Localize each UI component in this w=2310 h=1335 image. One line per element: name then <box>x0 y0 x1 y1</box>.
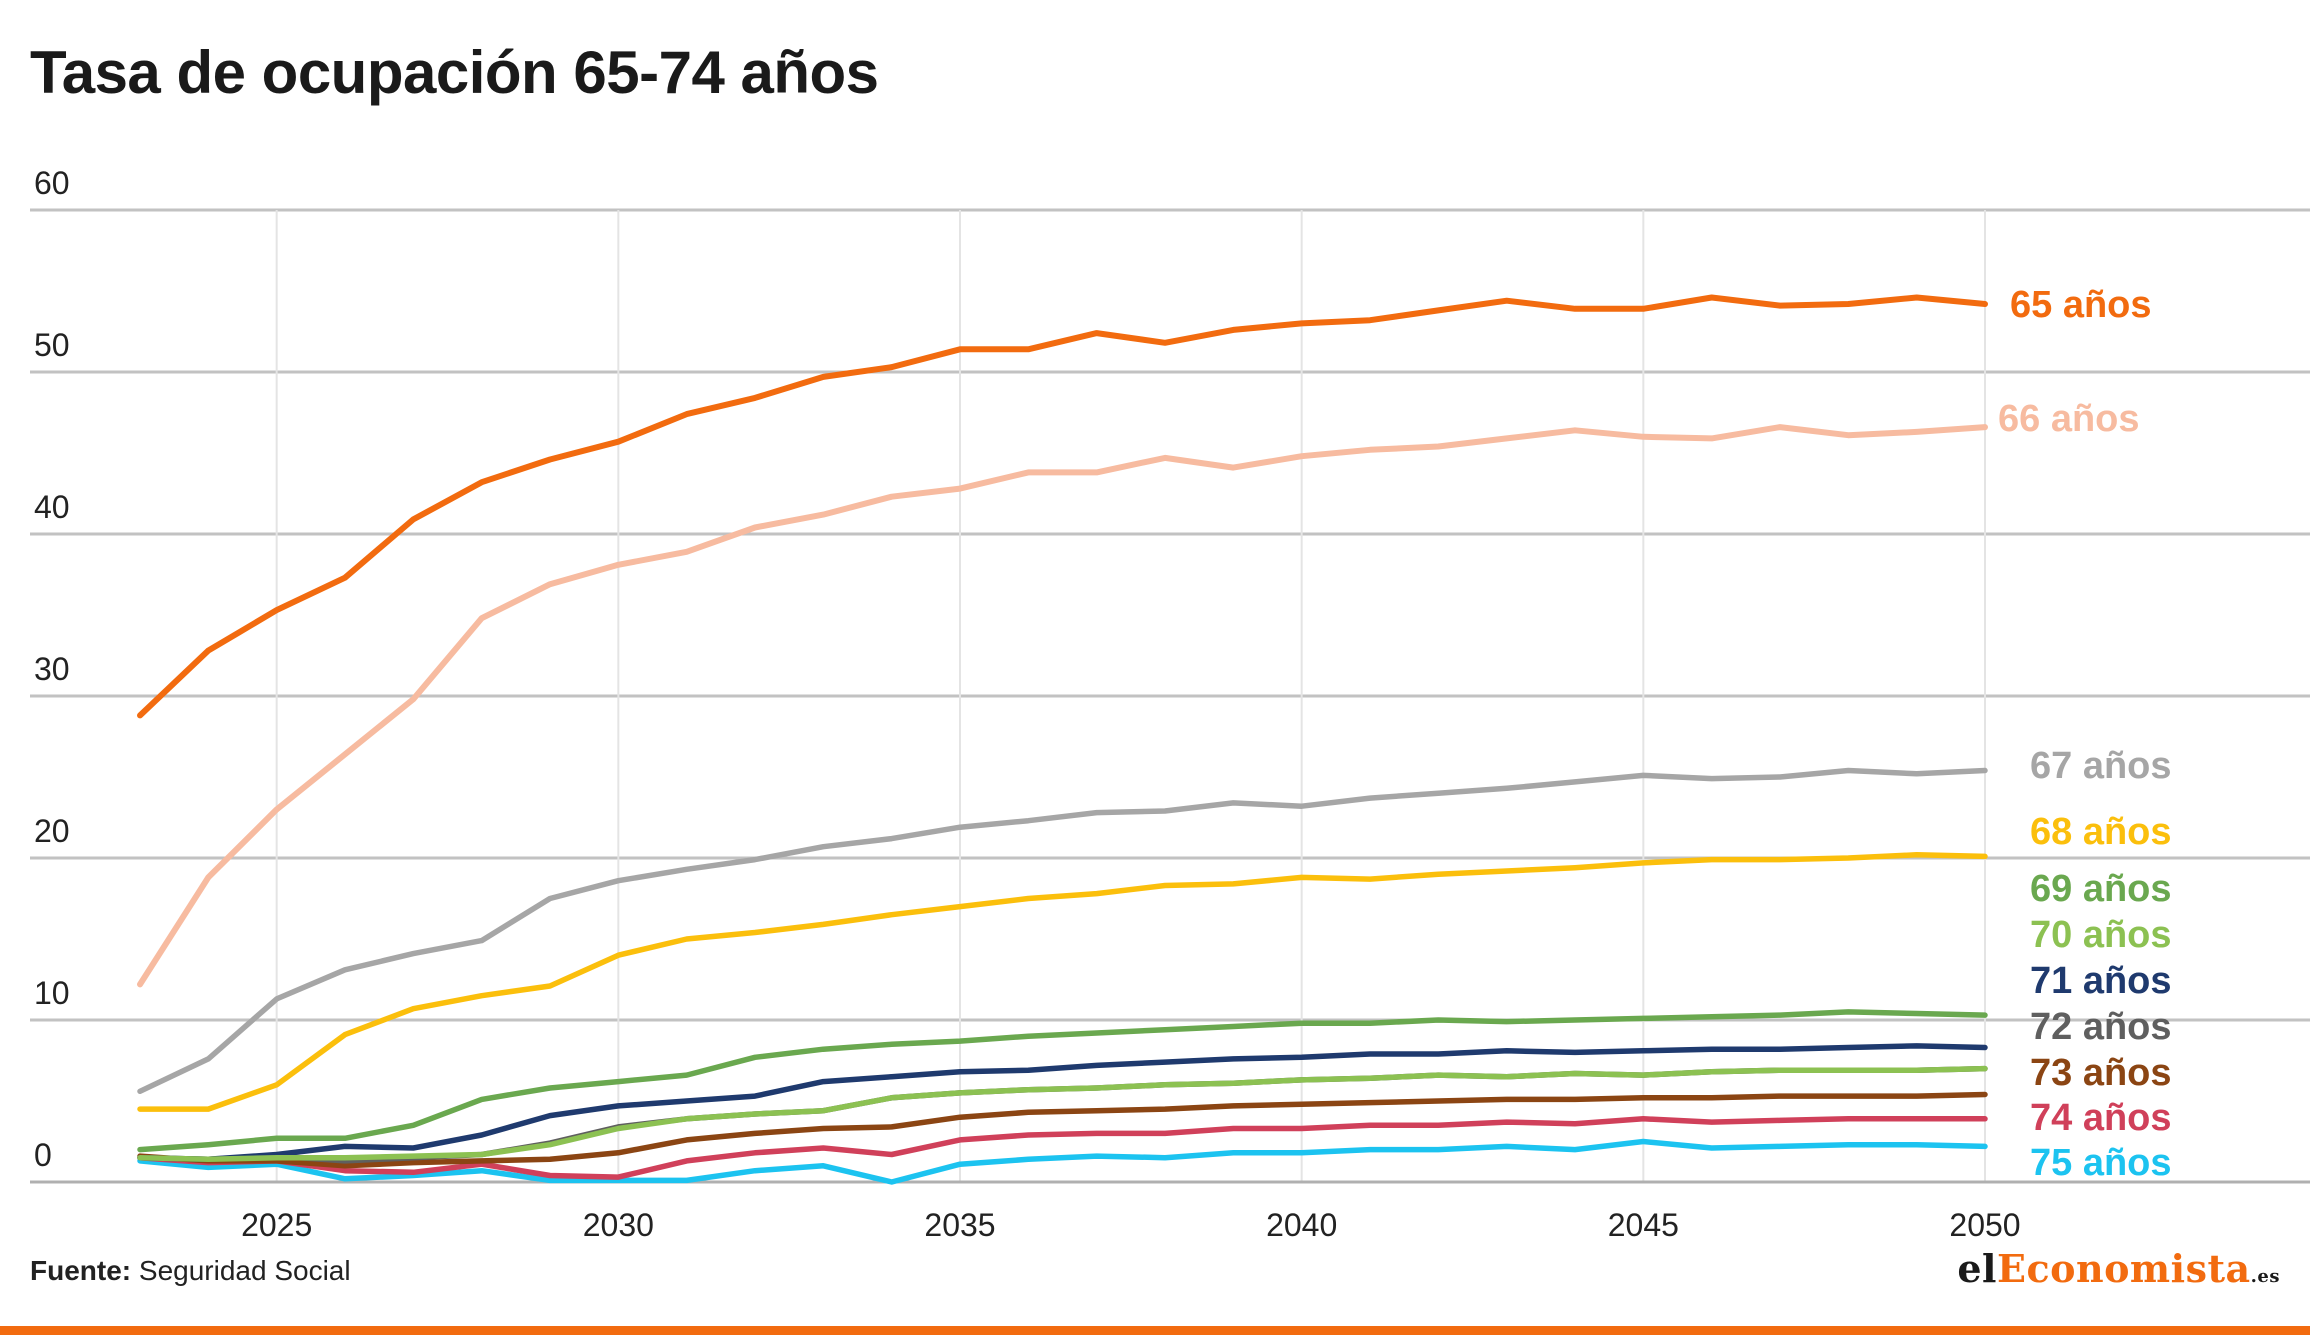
series-lines <box>137 294 1988 1185</box>
series-line <box>137 294 1988 719</box>
series-line <box>137 1009 1988 1153</box>
y-tick-label: 40 <box>34 489 70 525</box>
series-label: 72 años <box>2030 1006 2172 1048</box>
source-note: Fuente: Seguridad Social <box>30 1255 351 1287</box>
series-line <box>137 424 1988 988</box>
chart-title: Tasa de ocupación 65-74 años <box>30 39 879 106</box>
publisher-logo: elEconomista.es <box>1957 1246 2280 1291</box>
x-tick-label: 2040 <box>1266 1207 1337 1243</box>
series-line <box>137 1138 1988 1185</box>
series-label: 75 años <box>2030 1142 2172 1184</box>
x-tick-label: 2035 <box>924 1207 995 1243</box>
x-tick-label: 2045 <box>1608 1207 1679 1243</box>
series-line <box>137 1091 1988 1169</box>
series-line <box>137 1065 1988 1163</box>
series-label: 69 años <box>2030 868 2172 910</box>
series-label: 65 años <box>2010 284 2152 326</box>
y-tick-label: 0 <box>34 1137 52 1173</box>
grid <box>30 208 2310 1184</box>
x-axis-ticks: 2025 2030 2035 2040 2045 2050 <box>241 1207 2021 1243</box>
series-label: 66 años <box>1998 398 2140 440</box>
y-tick-label: 60 <box>34 165 70 201</box>
series-label: 74 años <box>2030 1097 2172 1139</box>
logo-part-1: el <box>1957 1246 1997 1291</box>
y-tick-label: 10 <box>34 975 70 1011</box>
series-label: 70 años <box>2030 914 2172 956</box>
series-label: 67 años <box>2030 745 2172 787</box>
logo-part-2: Economista <box>1997 1246 2251 1291</box>
series-line <box>137 852 1988 1112</box>
series-line <box>137 1116 1988 1180</box>
bottom-accent-bar <box>0 1326 2310 1335</box>
x-tick-label: 2050 <box>1949 1207 2020 1243</box>
series-line <box>137 767 1988 1095</box>
logo-part-3: .es <box>2250 1266 2280 1287</box>
series-line <box>137 1043 1988 1163</box>
y-tick-label: 30 <box>34 651 70 687</box>
x-tick-label: 2030 <box>583 1207 654 1243</box>
y-tick-label: 50 <box>34 327 70 363</box>
series-label: 73 años <box>2030 1052 2172 1094</box>
y-tick-label: 20 <box>34 813 70 849</box>
source-value: Seguridad Social <box>138 1255 351 1286</box>
x-tick-label: 2025 <box>241 1207 312 1243</box>
source-label: Fuente: <box>30 1255 132 1286</box>
series-label: 68 años <box>2030 811 2172 853</box>
y-axis-ticks: 0 10 20 30 40 50 60 <box>34 165 70 1173</box>
series-label: 71 años <box>2030 960 2172 1002</box>
